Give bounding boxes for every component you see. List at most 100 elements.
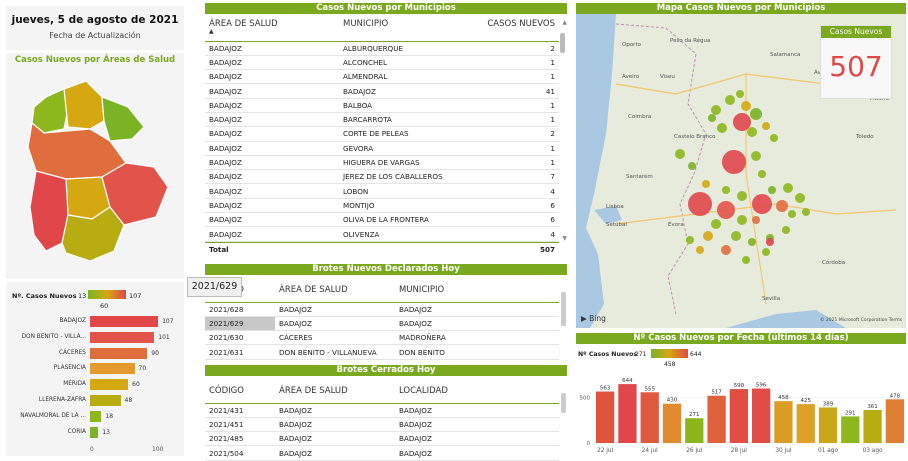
table-row[interactable]: 2021/628 BADAJOZ BADAJOZ (205, 302, 559, 317)
map-bubble[interactable] (762, 248, 770, 256)
table-row[interactable]: BADAJOZ BADAJOZ 41 (205, 83, 559, 99)
area-badajoz[interactable] (29, 170, 69, 252)
map-bubble[interactable] (750, 108, 762, 120)
table-row[interactable]: BADAJOZ ALBURQUERQUE 2 (205, 41, 559, 56)
map-bubble[interactable] (721, 245, 731, 255)
map-bubble[interactable] (768, 186, 776, 194)
map-bubble[interactable] (717, 123, 727, 133)
col-localidad[interactable]: LOCALIDAD (395, 379, 559, 404)
map-bubble[interactable] (688, 162, 696, 170)
col-area-salud[interactable]: ÁREA DE SALUD (275, 379, 395, 404)
area-bar[interactable] (90, 363, 135, 375)
map-bubble[interactable] (731, 231, 741, 241)
map-bubble[interactable] (742, 256, 750, 264)
table-row[interactable]: BADAJOZ OLIVA DE LA FRONTERA 6 (205, 212, 559, 228)
date-bar[interactable] (662, 403, 682, 443)
area-bar[interactable] (90, 426, 99, 438)
map-bubble[interactable] (708, 114, 716, 122)
map-bubble[interactable] (733, 113, 751, 131)
area-plasencia[interactable] (63, 80, 105, 130)
brotes-cerrados-scrollbar[interactable] (561, 393, 566, 413)
area-coria[interactable] (31, 88, 69, 134)
map-bubble[interactable] (751, 151, 761, 161)
area-navalmoral[interactable] (101, 96, 145, 142)
date-bar[interactable] (729, 389, 748, 443)
table-row[interactable]: 2021/631 DON BENITO - VILLANUEVA DON BENIT… (205, 344, 559, 360)
map-bubble[interactable] (770, 134, 778, 142)
map-bubble[interactable] (711, 219, 721, 229)
map-bubble[interactable] (762, 122, 770, 130)
map-bubble[interactable] (675, 149, 685, 159)
table-row[interactable]: BADAJOZ OLIVENZA 4 (205, 226, 559, 242)
map-bubble[interactable] (737, 215, 747, 225)
map-bubble[interactable] (696, 246, 704, 254)
table-row[interactable]: 2021/504 BADAJOZ BADAJOZ (205, 445, 559, 461)
map-bubble[interactable] (725, 95, 735, 105)
map-bubble[interactable] (702, 180, 710, 188)
map-bubble[interactable] (737, 191, 747, 201)
municipios-scroll-down[interactable]: ▼ (562, 235, 567, 242)
municipios-scrollbar[interactable] (560, 33, 565, 53)
table-row[interactable]: BADAJOZ BARCARROTA 1 (205, 112, 559, 128)
table-row[interactable]: BADAJOZ MONTIJO 6 (205, 198, 559, 214)
col-casos-nuevos[interactable]: CASOS NUEVOS (468, 17, 559, 42)
col-municipio[interactable]: MUNICIPIO (395, 278, 559, 303)
col-municipio[interactable]: MUNICIPIO (339, 17, 469, 42)
area-bar[interactable] (90, 410, 102, 422)
map-bubble[interactable] (686, 236, 694, 244)
table-row[interactable]: 2021/485 BADAJOZ BADAJOZ (205, 431, 559, 447)
table-row[interactable]: BADAJOZ BALBOA 1 (205, 98, 559, 113)
map-bubble[interactable] (717, 201, 735, 219)
map-bubble[interactable] (722, 150, 746, 174)
map-bubble[interactable] (752, 216, 760, 224)
date-bar[interactable] (685, 418, 704, 443)
date-bar[interactable] (618, 384, 637, 443)
map-bubble[interactable] (748, 238, 756, 246)
map-bubble[interactable] (766, 238, 774, 246)
map-bubble[interactable] (703, 231, 713, 241)
map-bubble[interactable] (736, 90, 744, 98)
table-row[interactable]: BADAJOZ CORTE DE PELEAS 2 (205, 126, 559, 142)
table-row[interactable]: BADAJOZ HIGUERA DE VARGAS 1 (205, 155, 559, 171)
table-row[interactable]: 2021/451 BADAJOZ BADAJOZ (205, 417, 559, 433)
table-row[interactable]: 2021/629 BADAJOZ BADAJOZ (205, 316, 559, 332)
table-row[interactable]: BADAJOZ GEVORA 1 (205, 141, 559, 156)
map-bubble[interactable] (688, 192, 712, 216)
municipios-scroll-up[interactable]: ▲ (562, 19, 567, 26)
area-llerena-zafra[interactable] (61, 206, 125, 262)
table-row[interactable]: 2021/630 CÁCERES MADROÑERA (205, 330, 559, 346)
date-bar[interactable] (796, 404, 815, 443)
map-bubble[interactable] (752, 194, 772, 214)
col-area-salud[interactable]: ÁREA DE SALUD ▲ (205, 17, 339, 42)
date-bar[interactable] (841, 416, 860, 443)
date-bar[interactable] (863, 409, 882, 443)
map-bubble[interactable] (758, 170, 766, 178)
area-bar[interactable] (90, 316, 159, 327)
map-bubble[interactable] (795, 193, 805, 203)
map-bubble[interactable] (788, 210, 796, 218)
col-codigo[interactable]: CÓDIGO (205, 379, 275, 404)
map-bubble[interactable] (776, 200, 788, 212)
table-row[interactable]: BADAJOZ ALMENDRAL 1 (205, 69, 559, 85)
date-bar[interactable] (818, 407, 838, 443)
map-copyright[interactable]: © 2021 Microsoft Corporation Terms (820, 318, 902, 323)
map-bubble[interactable] (747, 127, 757, 137)
area-bar[interactable] (90, 395, 121, 406)
map-bubble[interactable] (802, 208, 810, 216)
table-row[interactable]: BADAJOZ ALCONCHEL 1 (205, 55, 559, 71)
date-bar[interactable] (885, 399, 904, 443)
table-row[interactable]: BADAJOZ LOBON 4 (205, 183, 559, 199)
date-bar[interactable] (640, 392, 659, 443)
table-row[interactable]: BADAJOZ JEREZ DE LOS CABALLEROS 7 (205, 169, 559, 185)
map-bubble[interactable] (783, 183, 793, 193)
map-bubble[interactable] (722, 186, 730, 194)
map-bubble[interactable] (711, 105, 721, 115)
date-bar[interactable] (752, 388, 771, 443)
area-bar[interactable] (90, 379, 129, 391)
sort-asc-icon[interactable]: ▲ (209, 28, 214, 35)
date-bar[interactable] (707, 395, 726, 443)
date-bar[interactable] (774, 401, 793, 443)
date-bar[interactable] (596, 391, 615, 443)
col-area-salud[interactable]: ÁREA DE SALUD (275, 278, 395, 303)
